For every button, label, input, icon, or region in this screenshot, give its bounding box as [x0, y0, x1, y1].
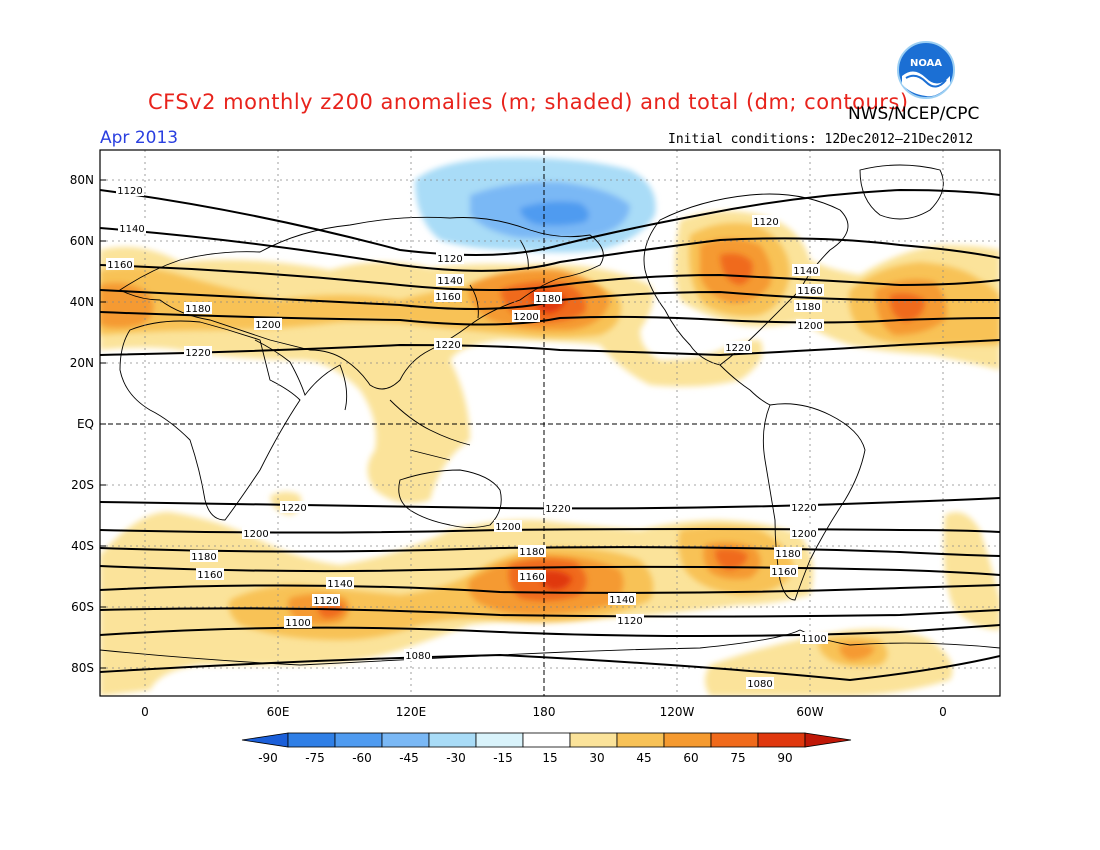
shading-layer: 1120 1140 1160 1180 1200 1220 1120 1140 … [100, 150, 1000, 696]
contour-label: 1180 [519, 547, 544, 558]
contour-label: 1180 [535, 294, 560, 305]
contour-label: 1160 [107, 260, 132, 271]
colorbar-swatch [428, 732, 477, 748]
colorbar-label: 60 [683, 751, 698, 765]
contour-label: 1220 [185, 348, 210, 359]
colorbar-swatch [663, 732, 712, 748]
contour-label: 1200 [243, 529, 268, 540]
agency-label: NWS/NCEP/CPC [848, 104, 980, 124]
contour-label: 1180 [795, 302, 820, 313]
lon-label: 0 [141, 705, 149, 719]
colorbar-label: 30 [589, 751, 604, 765]
contour-label: 1220 [545, 504, 570, 515]
colorbar-arrow-right [804, 732, 852, 748]
lat-label: 20S [71, 478, 94, 492]
colorbar-label: -45 [399, 751, 419, 765]
colorbar-swatch [522, 732, 571, 748]
valid-month-label: Apr 2013 [100, 128, 179, 148]
colorbar-swatch [381, 732, 430, 748]
colorbar-swatch [569, 732, 618, 748]
colorbar-swatch [616, 732, 665, 748]
contour-label: 1080 [405, 651, 430, 662]
colorbar-swatch [287, 732, 336, 748]
contour-label: 1220 [281, 503, 306, 514]
colorbar-label: 75 [730, 751, 745, 765]
contour-label: 1140 [437, 276, 462, 287]
contour-label: 1120 [753, 217, 778, 228]
lat-label: 20N [70, 356, 94, 370]
contour-label: 1140 [609, 595, 634, 606]
contour-label: 1200 [255, 320, 280, 331]
colorbar-label: 90 [777, 751, 792, 765]
contour-label: 1160 [771, 567, 796, 578]
contour-label: 1200 [513, 312, 538, 323]
contour-label: 1200 [791, 529, 816, 540]
contour-label: 1220 [725, 343, 750, 354]
colorbar-label: -75 [305, 751, 325, 765]
contour-label: 1160 [197, 570, 222, 581]
lon-label: 0 [939, 705, 947, 719]
colorbar-label: -60 [352, 751, 372, 765]
contour-label: 1220 [791, 503, 816, 514]
contour-label: 1200 [797, 321, 822, 332]
contour-label: 1120 [437, 254, 462, 265]
colorbar-label: -30 [446, 751, 466, 765]
noaa-logo-text: NOAA [910, 58, 942, 69]
contour-label: 1160 [435, 292, 460, 303]
colorbar-arrow-left [241, 732, 289, 748]
contour-label: 1100 [801, 634, 826, 645]
lat-axis: 80N 60N 40N 20N EQ 20S 40S 60S 80S [70, 173, 94, 675]
colorbar-label: 45 [636, 751, 651, 765]
colorbar: -90 -75 -60 -45 -30 -15 15 30 45 60 75 90 [241, 732, 852, 765]
lat-label: 60N [70, 234, 94, 248]
contour-label: 1140 [793, 266, 818, 277]
lat-label: 80N [70, 173, 94, 187]
colorbar-label: -90 [258, 751, 278, 765]
lon-label: 60W [796, 705, 823, 719]
lon-label: 60E [267, 705, 290, 719]
contour-label: 1140 [327, 579, 352, 590]
chart-title: CFSv2 monthly z200 anomalies (m; shaded)… [148, 90, 909, 114]
contour-label: 1100 [285, 618, 310, 629]
contour-label: 1140 [119, 224, 144, 235]
contour-label: 1200 [495, 522, 520, 533]
contour-label: 1180 [185, 304, 210, 315]
contour-label: 1180 [191, 552, 216, 563]
lon-label: 120W [660, 705, 695, 719]
colorbar-swatch [757, 732, 806, 748]
lat-label: 40N [70, 295, 94, 309]
colorbar-swatch [475, 732, 524, 748]
colorbar-swatch [710, 732, 759, 748]
colorbar-swatch [334, 732, 383, 748]
lat-label: 40S [71, 539, 94, 553]
contour-label: 1160 [797, 286, 822, 297]
initial-conditions-label: Initial conditions: 12Dec2012–21Dec2012 [668, 132, 974, 147]
lat-label: 80S [71, 661, 94, 675]
contour-label: 1180 [775, 549, 800, 560]
contour-label: 1120 [313, 596, 338, 607]
map-frame [99, 149, 1001, 697]
lon-label: 180 [533, 705, 556, 719]
colorbar-label: -15 [493, 751, 513, 765]
contour-labels: 1120 1140 1160 1180 1200 1220 1120 1140 … [106, 184, 828, 690]
contour-label: 1160 [519, 572, 544, 583]
lon-label: 120E [396, 705, 427, 719]
contour-label: 1080 [747, 679, 772, 690]
lon-axis: 0 60E 120E 180 120W 60W 0 [141, 705, 947, 719]
noaa-logo: NOAA [897, 41, 955, 99]
contour-label: 1120 [117, 186, 142, 197]
colorbar-label: 15 [542, 751, 557, 765]
lat-label: EQ [77, 417, 94, 431]
contour-label: 1120 [617, 616, 642, 627]
lat-label: 60S [71, 600, 94, 614]
contour-label: 1220 [435, 340, 460, 351]
